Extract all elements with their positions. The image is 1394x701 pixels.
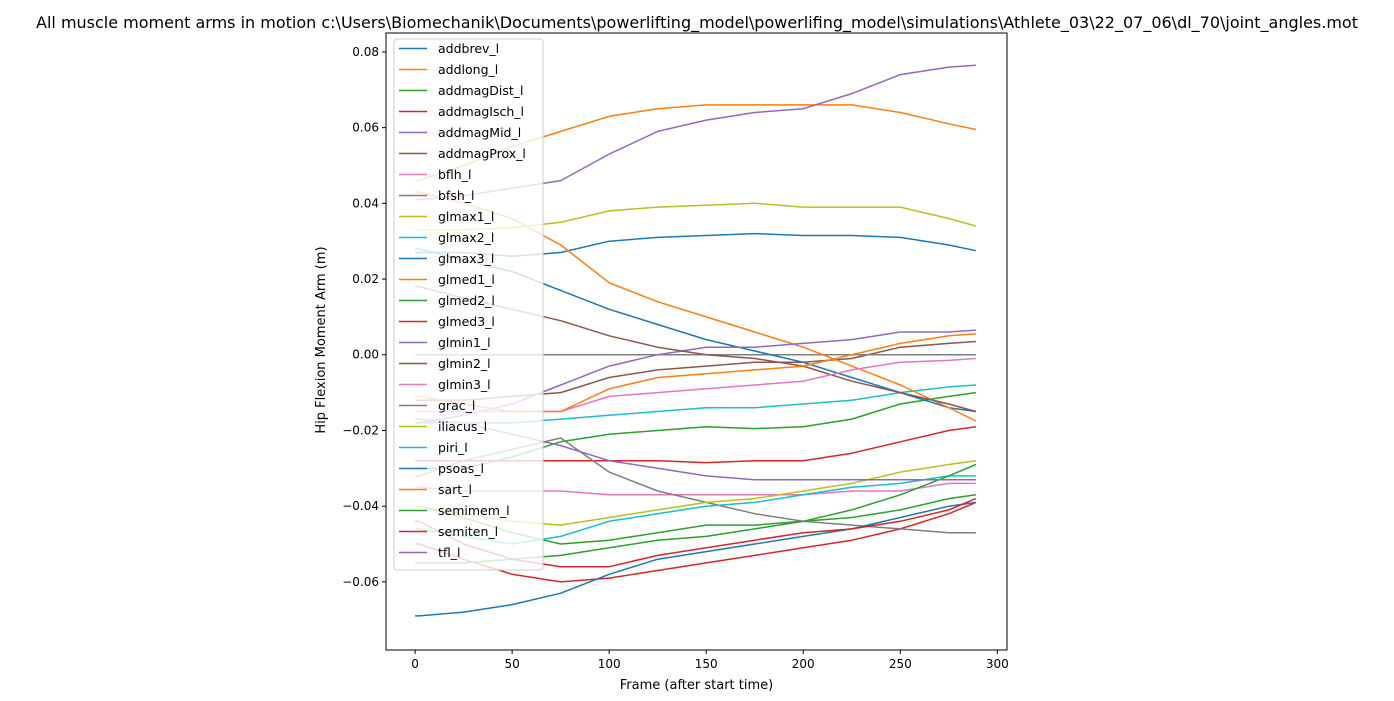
legend-label: bflh_l [438,167,471,182]
x-axis-label: Frame (after start time) [620,678,773,693]
legend-label: bfsh_l [438,188,475,203]
series-line-psoas-l [415,501,977,617]
y-tick-label: −0.06 [342,575,379,589]
legend-label: glmax3_l [438,251,494,266]
x-tick-label: 150 [695,657,718,671]
x-tick-label: 250 [889,657,912,671]
legend-label: glmin1_l [438,335,491,350]
legend-label: addlong_l [438,62,498,77]
legend-label: glmed1_l [438,272,495,287]
legend-label: glmin2_l [438,356,491,371]
y-tick-label: 0.04 [352,196,379,210]
legend-label: glmax1_l [438,209,494,224]
legend-label: addmagProx_l [438,146,526,161]
y-tick-label: 0.06 [352,121,379,135]
y-tick-label: −0.04 [342,499,379,513]
legend-label: tfl_l [438,545,461,560]
y-axis-ticks: −0.06 −0.04 −0.02 0.00 0.02 0.04 0.06 0.08 [342,45,386,589]
legend-label: iliacus_l [438,419,487,434]
x-tick-label: 200 [792,657,815,671]
legend-label: addbrev_l [438,41,499,56]
legend-label: glmin3_l [438,377,491,392]
legend-label: sart_l [438,482,472,497]
legend-box [393,38,544,571]
y-tick-label: 0.00 [352,348,379,362]
legend-label: glmed3_l [438,314,495,329]
legend-label: piri_l [438,440,468,455]
legend-label: grac_l [438,398,475,413]
legend-label: semiten_l [438,524,498,539]
chart-title: All muscle moment arms in motion c:\User… [36,13,1358,33]
x-tick-label: 50 [505,657,520,671]
legend-label: semimem_l [438,503,510,518]
legend-label: psoas_l [438,461,484,476]
legend-label: addmagMid_l [438,125,521,140]
x-axis-ticks: 0 50 100 150 200 250 300 [411,650,1009,671]
legend-label: glmax2_l [438,230,494,245]
legend-label: glmed2_l [438,293,495,308]
y-tick-label: 0.08 [352,45,379,59]
x-tick-label: 0 [411,657,419,671]
y-tick-label: 0.02 [352,272,379,286]
legend-label: addmagIsch_l [438,104,524,119]
legend-label: addmagDist_l [438,83,524,98]
x-tick-label: 100 [598,657,621,671]
y-axis-label: Hip Flexion Moment Arm (m) [314,246,329,433]
x-tick-label: 300 [986,657,1009,671]
y-tick-label: −0.02 [342,423,379,437]
legend: addbrev_l addlong_l addmagDist_l addmagIsch… [393,38,544,571]
